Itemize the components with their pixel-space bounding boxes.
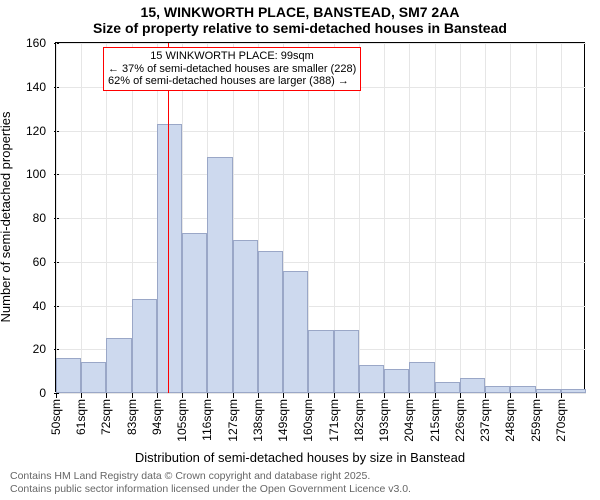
histogram-bar: [233, 240, 258, 393]
gridline-vertical: [510, 43, 511, 393]
plot-area: 02040608010012014016050sqm61sqm72sqm83sq…: [55, 42, 585, 392]
histogram-bar: [510, 386, 535, 393]
gridline-horizontal: [56, 43, 586, 44]
x-tick-label: 182sqm: [352, 399, 366, 442]
x-axis-title: Distribution of semi-detached houses by …: [0, 450, 600, 465]
histogram-bar: [56, 358, 81, 393]
gridline-vertical: [485, 43, 486, 393]
chart-root: 15, WINKWORTH PLACE, BANSTEAD, SM7 2AA S…: [0, 0, 600, 500]
histogram-bar: [258, 251, 283, 393]
gridline-horizontal: [56, 262, 586, 263]
y-tick-label: 20: [33, 342, 46, 356]
histogram-bar: [384, 369, 409, 393]
x-tick-label: 248sqm: [503, 399, 517, 442]
x-tick-label: 105sqm: [175, 399, 189, 442]
gridline-vertical: [359, 43, 360, 393]
gridline-horizontal: [56, 393, 586, 394]
x-tick-label: 149sqm: [276, 399, 290, 442]
histogram-bar: [334, 330, 359, 393]
y-tick-label: 40: [33, 299, 46, 313]
histogram-bar: [308, 330, 333, 393]
footer-line-2: Contains public sector information licen…: [10, 483, 411, 496]
x-tick-label: 160sqm: [301, 399, 315, 442]
histogram-bar: [485, 386, 510, 393]
x-tick-label: 171sqm: [327, 399, 341, 442]
x-tick-label: 270sqm: [554, 399, 568, 442]
gridline-vertical: [56, 43, 57, 393]
histogram-bar: [435, 382, 460, 393]
histogram-bar: [157, 124, 182, 393]
gridline-vertical: [460, 43, 461, 393]
y-tick-label: 100: [26, 167, 46, 181]
property-marker-line: [168, 43, 169, 393]
y-tick-label: 140: [26, 80, 46, 94]
footer-line-1: Contains HM Land Registry data © Crown c…: [10, 470, 411, 483]
annotation-box: 15 WINKWORTH PLACE: 99sqm← 37% of semi-d…: [103, 47, 361, 91]
x-tick-label: 138sqm: [251, 399, 265, 442]
x-tick-label: 237sqm: [478, 399, 492, 442]
histogram-bar: [460, 378, 485, 393]
gridline-horizontal: [56, 131, 586, 132]
histogram-bar: [81, 362, 106, 393]
y-tick-label: 60: [33, 255, 46, 269]
histogram-bar: [106, 338, 131, 393]
y-tick-label: 80: [33, 211, 46, 225]
x-tick-label: 215sqm: [428, 399, 442, 442]
annotation-line: 15 WINKWORTH PLACE: 99sqm: [108, 50, 356, 63]
y-tick-label: 120: [26, 124, 46, 138]
annotation-line: ← 37% of semi-detached houses are smalle…: [108, 63, 356, 76]
x-tick-label: 193sqm: [377, 399, 391, 442]
x-tick-label: 94sqm: [150, 399, 164, 435]
x-tick-label: 116sqm: [200, 399, 214, 441]
gridline-vertical: [81, 43, 82, 393]
gridline-horizontal: [56, 218, 586, 219]
gridline-vertical: [409, 43, 410, 393]
histogram-bar: [283, 271, 308, 394]
title-line-2: Size of property relative to semi-detach…: [0, 20, 600, 36]
x-tick-label: 204sqm: [402, 399, 416, 442]
chart-titles: 15, WINKWORTH PLACE, BANSTEAD, SM7 2AA S…: [0, 4, 600, 36]
gridline-vertical: [536, 43, 537, 393]
histogram-bar: [561, 389, 586, 393]
annotation-line: 62% of semi-detached houses are larger (…: [108, 75, 356, 88]
y-tick-label: 160: [26, 36, 46, 50]
histogram-bar: [207, 157, 232, 393]
y-axis-title: Number of semi-detached properties: [0, 112, 13, 323]
gridline-vertical: [561, 43, 562, 393]
x-tick-label: 226sqm: [453, 399, 467, 442]
histogram-bar: [536, 389, 561, 393]
histogram-bar: [409, 362, 434, 393]
x-tick-label: 127sqm: [226, 399, 240, 442]
x-tick-label: 259sqm: [529, 399, 543, 442]
histogram-bar: [359, 365, 384, 393]
histogram-bar: [182, 233, 207, 393]
gridline-vertical: [435, 43, 436, 393]
y-tick-label: 0: [39, 386, 46, 400]
gridline-vertical: [384, 43, 385, 393]
x-tick-label: 50sqm: [49, 399, 63, 435]
x-tick-label: 83sqm: [125, 399, 139, 435]
x-tick-label: 61sqm: [74, 399, 88, 435]
title-line-1: 15, WINKWORTH PLACE, BANSTEAD, SM7 2AA: [0, 4, 600, 20]
histogram-bar: [132, 299, 157, 393]
x-tick-label: 72sqm: [99, 399, 113, 435]
gridline-horizontal: [56, 174, 586, 175]
footer-credits: Contains HM Land Registry data © Crown c…: [10, 470, 411, 496]
